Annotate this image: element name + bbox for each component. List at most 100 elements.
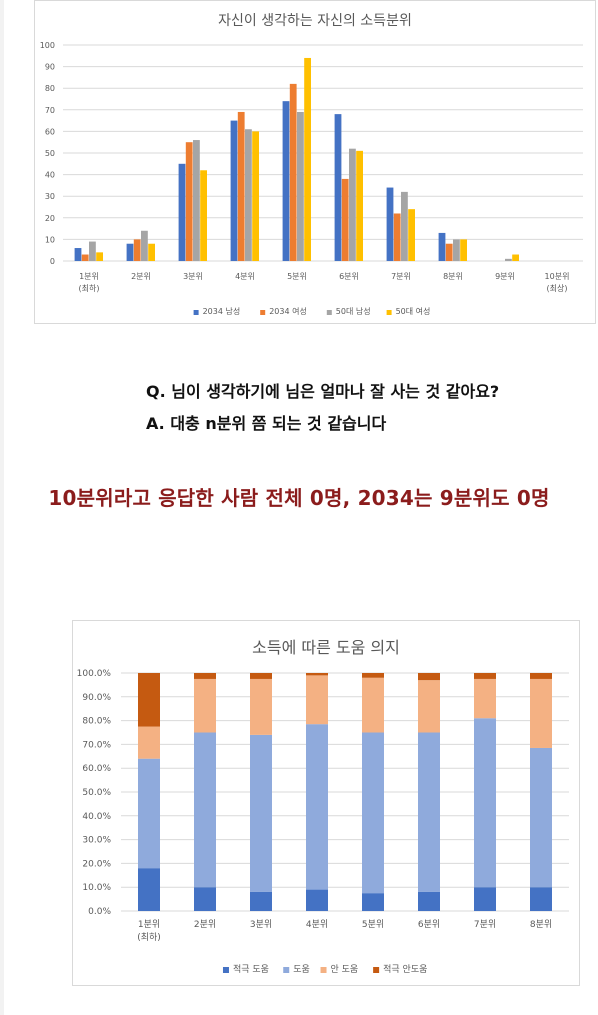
y-tick-label-3: 30.0%	[82, 836, 111, 846]
x-tick-label-1: 2분위	[194, 919, 216, 930]
legend-label-3: 적극 안도움	[383, 963, 427, 975]
bar-0-3	[96, 252, 103, 261]
x-tick-label-0: 1분위 (최하)	[137, 919, 161, 943]
x-tick-label-7: 8분위	[530, 919, 552, 930]
bar-3-3	[252, 131, 259, 261]
bar-2-2	[193, 140, 200, 261]
stack-0-3	[138, 673, 160, 727]
help-willingness-chart: 소득에 따른 도움 의지 0.0% 10.0% 20.0% 30.0% 40.0% 50.0…	[72, 620, 580, 986]
bar-6-0	[386, 187, 394, 261]
bar-4-3	[304, 57, 311, 262]
x-tick-label-2: 3분위	[250, 919, 272, 930]
stack-6-3	[474, 673, 496, 679]
stack-5-3	[418, 673, 440, 681]
stack-7-0	[530, 887, 552, 911]
x-tick-label-4: 5분위	[362, 919, 384, 930]
stack-0-0	[138, 868, 160, 911]
stack-7-3	[530, 673, 552, 679]
bar-4-1	[289, 83, 297, 261]
legend-label-3: 50대 여성	[396, 306, 431, 316]
bar-1-2	[141, 230, 148, 261]
bar-5-0	[334, 114, 342, 262]
y-tick-label-0: 0.0%	[88, 907, 111, 917]
x-tick-label-4: 5분위	[287, 272, 307, 281]
y-tick-label-6: 60.0%	[82, 764, 111, 774]
x-tick-label-5: 6분위	[339, 272, 359, 281]
income-decile-chart-svg: 자신이 생각하는 자신의 소득분위 0 10 20 30 40 50 60 70 80 90 100 1…	[40, 13, 583, 316]
bar-2-1	[185, 142, 193, 261]
y-tick-label-4: 40.0%	[82, 812, 111, 822]
legend-swatch-1	[283, 967, 290, 973]
chart-title: 자신이 생각하는 자신의 소득분위	[218, 13, 412, 29]
x-tick-label-1: 2분위	[131, 272, 151, 281]
bar-7-0	[438, 232, 446, 261]
x-tick-label-3: 4분위	[306, 919, 328, 930]
stack-0-1	[138, 758, 160, 869]
legend-swatch-0	[193, 310, 199, 315]
stack-4-0	[362, 893, 384, 911]
stack-2-0	[250, 891, 272, 911]
help-willingness-chart-svg: 소득에 따른 도움 의지 0.0% 10.0% 20.0% 30.0% 40.0% 50.0…	[77, 638, 569, 975]
y-tick-label-5: 50.0%	[82, 788, 111, 798]
legend-swatch-3	[373, 967, 380, 973]
legend-label-2: 안 도움	[331, 964, 359, 975]
stack-5-2	[418, 680, 440, 733]
x-tick-label-9: 10분위 (최상)	[545, 272, 570, 293]
bar-0-1	[81, 254, 89, 261]
y-tick-label-9: 90.0%	[82, 693, 111, 703]
legend-label-0: 2034 남성	[203, 307, 241, 316]
y-tick-label-7: 70.0%	[82, 740, 111, 750]
stack-2-2	[250, 678, 272, 735]
y-tick-label-2: 20.0%	[82, 859, 111, 869]
stack-4-3	[362, 673, 384, 678]
legend-swatch-1	[260, 310, 266, 315]
bar-7-3	[460, 239, 467, 261]
stack-4-1	[362, 732, 384, 894]
stack-3-3	[306, 673, 328, 676]
bar-4-2	[297, 111, 304, 262]
x-tick-label-6: 7분위	[474, 919, 496, 930]
bar-2-0	[178, 163, 186, 261]
x-tick-label-0: 1분위 (최하)	[79, 272, 100, 293]
x-tick-label-5: 6분위	[418, 919, 440, 930]
headline: 10분위라고 응답한 사람 전체 0명, 2034는 9분위도 0명	[48, 486, 550, 510]
stack-1-2	[194, 678, 216, 733]
bar-8-3	[512, 254, 519, 261]
y-tick-label-5: 50	[45, 149, 55, 158]
stack-1-0	[194, 887, 216, 911]
y-tick-label-4: 40	[45, 171, 55, 180]
y-tick-label-1: 10.0%	[82, 883, 111, 893]
x-tick-label-3: 4분위	[235, 272, 255, 281]
income-decile-chart: 자신이 생각하는 자신의 소득분위 0 10 20 30 40 50 60 70 80 90 100 1…	[34, 0, 596, 324]
y-tick-label-10: 100	[40, 41, 55, 50]
x-tick-label-8: 9분위	[495, 272, 515, 281]
stack-2-3	[250, 673, 272, 679]
bar-7-2	[453, 239, 460, 261]
x-tick-label-2: 3분위	[183, 272, 203, 281]
legend-swatch-2	[326, 310, 332, 315]
bar-1-1	[133, 239, 141, 261]
stack-6-2	[474, 678, 496, 719]
y-tick-label-9: 90	[45, 63, 55, 72]
bar-6-2	[401, 191, 408, 261]
legend-label-2: 50대 남성	[336, 307, 371, 316]
y-tick-label-0: 0	[50, 257, 55, 266]
bar-6-1	[393, 213, 401, 261]
stack-4-2	[362, 677, 384, 733]
y-tick-label-7: 70	[45, 106, 55, 115]
legend-label-1: 2034 여성	[269, 306, 307, 316]
bar-5-3	[356, 150, 363, 261]
x-tick-label-6: 7분위	[391, 272, 411, 281]
stack-0-2	[138, 726, 160, 759]
bar-3-1	[237, 111, 245, 262]
y-tick-label-1: 10	[45, 235, 55, 244]
survey-answer: A. 대충 n분위 쯤 되는 것 같습니다	[146, 414, 387, 433]
legend-swatch-0	[222, 967, 229, 973]
legend-swatch-2	[320, 967, 327, 973]
stack-3-1	[306, 724, 328, 890]
y-tick-label-8: 80.0%	[82, 717, 111, 727]
bar-4-0	[282, 101, 290, 261]
bar-5-1	[341, 178, 349, 261]
stack-7-2	[530, 678, 552, 748]
stack-5-0	[418, 891, 440, 911]
